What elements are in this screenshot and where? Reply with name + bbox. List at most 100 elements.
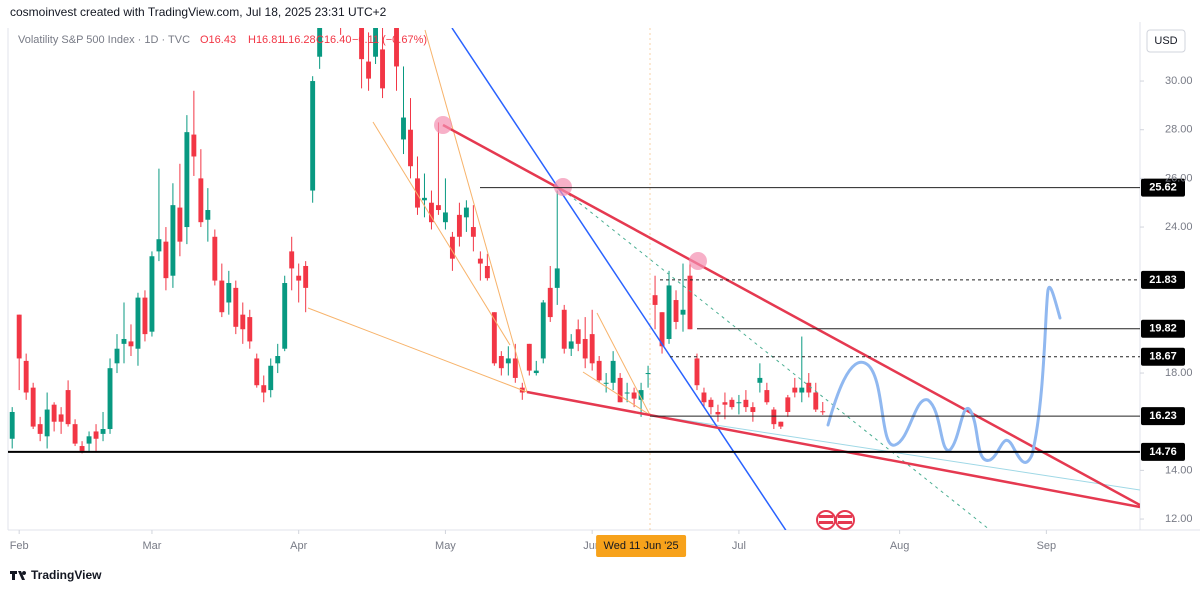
level-label: 25.62 (1149, 182, 1177, 194)
crosshair-box (596, 535, 687, 557)
candle-body (813, 392, 819, 410)
x-tick-label: Aug (890, 540, 910, 552)
candle-body (226, 283, 232, 303)
candle-body (135, 297, 141, 349)
candle-body (317, 28, 323, 57)
touch-points (434, 116, 707, 270)
candle-body (268, 365, 274, 391)
x-tick-label: Feb (10, 540, 29, 552)
candle-body (177, 207, 183, 242)
candle-body (72, 424, 78, 444)
candle-body (792, 387, 798, 393)
legend-open: O16.43 (200, 34, 236, 46)
currency-box[interactable] (1146, 29, 1186, 53)
candle-body (233, 287, 239, 327)
candle-body (750, 407, 756, 412)
candle-body (212, 236, 218, 281)
projection-path (826, 286, 1062, 464)
candle-body (435, 205, 441, 211)
candle-body (568, 341, 574, 349)
candle-body (44, 409, 50, 437)
y-tick-label: 30.00 (1165, 75, 1193, 87)
candle-body (533, 370, 539, 374)
candle-body (554, 268, 560, 288)
candle-body (51, 404, 57, 422)
level-label: 19.82 (1149, 323, 1177, 335)
candle-body (170, 205, 176, 276)
candle-body (617, 377, 623, 403)
candle-body (484, 265, 490, 279)
levels: 25.62 21.83 19.82 18.67 16.23 14.76 (8, 178, 1185, 461)
candle-body (463, 207, 469, 218)
candle-body (687, 275, 693, 330)
candle-body (708, 399, 714, 408)
level-label: 18.67 (1149, 351, 1177, 363)
candle-body (575, 329, 581, 344)
brand-name: TradingView (31, 568, 102, 582)
candle-body (121, 338, 127, 344)
credit: cosmoinvest created with TradingView.com… (10, 5, 387, 19)
candle-body (93, 431, 99, 439)
candle-body (743, 399, 749, 408)
crosshair-label: Wed 11 Jun '25 (604, 540, 679, 552)
legend-high: H16.81 (248, 34, 283, 46)
candle-body (422, 197, 427, 201)
candle-body (603, 382, 609, 384)
candle-body (205, 210, 211, 220)
blue-trendline (451, 28, 787, 530)
candle-body (729, 399, 735, 408)
y-tick-label: 28.00 (1165, 124, 1193, 136)
candle-body (470, 227, 476, 237)
candle-body (505, 358, 511, 364)
legend-close: C16.40 (316, 34, 351, 46)
candle-body (359, 28, 365, 60)
candle-body (491, 312, 497, 364)
candle-body (282, 283, 288, 349)
candle-body (184, 132, 190, 228)
candle-body (247, 317, 253, 342)
candle-body (561, 309, 567, 349)
candle-body (401, 117, 406, 140)
candle-body (30, 387, 36, 427)
candle-body (631, 392, 637, 399)
x-tick-label: May (435, 540, 456, 552)
candle-body (415, 178, 420, 208)
candle-body (771, 409, 777, 425)
candle-body (582, 338, 588, 359)
candle-body (408, 129, 413, 167)
candle-body (163, 241, 169, 279)
level-label-box (1141, 442, 1185, 461)
candle-body (373, 28, 378, 57)
candle-body (820, 411, 826, 413)
candle-body (673, 300, 679, 322)
candle-body (9, 411, 15, 439)
candle-body (58, 414, 64, 422)
candle-body (701, 392, 707, 403)
candle-body (219, 280, 225, 313)
candle-body (680, 309, 686, 315)
candle-body (275, 356, 281, 364)
x-tick-label: Sep (1037, 540, 1057, 552)
candle-body (715, 411, 721, 415)
y-tick-label: 26.00 (1165, 172, 1193, 184)
candle-body (652, 295, 658, 305)
y-tick-label: 24.00 (1165, 221, 1193, 233)
legend-low: L16.28 (282, 34, 316, 46)
currency[interactable]: USD (1154, 35, 1177, 47)
candles (9, 28, 826, 454)
candle-body (638, 390, 644, 400)
candle-body (547, 287, 553, 318)
level-label-box (1141, 407, 1185, 426)
candle-body (37, 424, 43, 434)
candle-body (149, 256, 155, 332)
level-label-box (1141, 178, 1185, 197)
candle-body (477, 258, 483, 264)
candle-body (310, 81, 316, 191)
candle-body (659, 312, 665, 347)
candle-body (526, 343, 532, 371)
candle-body (142, 297, 148, 335)
candle-body (722, 402, 728, 405)
lower-wedge (526, 390, 1140, 509)
